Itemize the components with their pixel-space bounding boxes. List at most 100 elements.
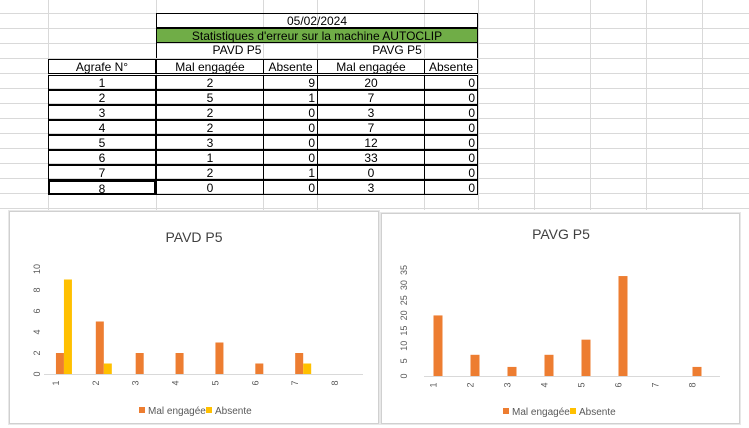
grid-column-line bbox=[478, 0, 479, 210]
legend-swatch bbox=[206, 407, 212, 413]
x-tick-label: 2 bbox=[466, 382, 476, 387]
bar-mal-engagee bbox=[135, 353, 144, 374]
pavg-absente-cell[interactable]: 0 bbox=[424, 150, 478, 165]
x-tick-label: 8 bbox=[330, 380, 340, 385]
agrafe-number-cell[interactable]: 3 bbox=[48, 105, 156, 120]
pavd-absente-cell[interactable]: 0 bbox=[263, 150, 318, 165]
pavg-absente-cell[interactable]: 0 bbox=[424, 90, 478, 105]
grid-column-line bbox=[590, 0, 591, 210]
bar-mal-engagee bbox=[507, 366, 517, 376]
pavg-mal-cell[interactable]: 7 bbox=[317, 90, 425, 105]
column-header-agrafe[interactable]: Agrafe N° bbox=[48, 59, 156, 74]
bar-mal-engagee bbox=[95, 321, 104, 374]
y-tick-label: 10 bbox=[32, 264, 42, 274]
y-tick-label: 0 bbox=[32, 371, 42, 376]
column-header-pavd-absente[interactable]: Absente bbox=[263, 59, 318, 74]
legend-swatch bbox=[503, 408, 509, 414]
group-header-pavg[interactable]: PAVG P5 bbox=[317, 43, 478, 58]
pavg-absente-cell[interactable]: 0 bbox=[424, 105, 478, 120]
date-cell[interactable]: 05/02/2024 bbox=[156, 13, 478, 28]
pavd-absente-cell[interactable]: 0 bbox=[263, 120, 318, 135]
x-tick-label: 5 bbox=[210, 380, 220, 385]
bar-absente bbox=[63, 279, 72, 374]
legend-label: Mal engagée bbox=[148, 406, 206, 417]
agrafe-number-cell[interactable]: 2 bbox=[48, 90, 156, 105]
pavd-mal-cell[interactable]: 2 bbox=[156, 120, 264, 135]
y-tick-label: 20 bbox=[399, 310, 409, 320]
y-tick-label: 4 bbox=[32, 329, 42, 334]
grid-row-line bbox=[0, 133, 749, 134]
pavd-mal-cell[interactable]: 3 bbox=[156, 135, 264, 150]
pavd-mal-cell[interactable]: 2 bbox=[156, 75, 264, 90]
chart-pavg[interactable]: PAVG P5 0 5 10 15 20 25 30 35 1 2 3 4 5 6 7 8 Mal engagée… bbox=[381, 213, 740, 424]
pavd-absente-cell[interactable]: 9 bbox=[263, 75, 318, 90]
pavg-absente-cell[interactable]: 0 bbox=[424, 135, 478, 150]
pavg-absente-cell[interactable]: 0 bbox=[424, 165, 478, 180]
x-tick-label: 1 bbox=[429, 382, 439, 387]
x-tick-label: 1 bbox=[51, 380, 61, 385]
pavd-mal-cell[interactable]: 2 bbox=[156, 105, 264, 120]
y-tick-label: 0 bbox=[399, 373, 409, 378]
bar-mal-engagee bbox=[692, 366, 702, 376]
group-header-pavd[interactable]: PAVD P5 bbox=[156, 43, 317, 58]
pavg-mal-cell[interactable]: 3 bbox=[317, 105, 425, 120]
legend-swatch bbox=[139, 407, 145, 413]
pavd-absente-cell[interactable]: 1 bbox=[263, 165, 318, 180]
agrafe-number-cell[interactable]: 8 bbox=[48, 180, 156, 195]
grid-column-line bbox=[646, 0, 647, 210]
y-tick-label: 10 bbox=[399, 341, 409, 351]
pavd-absente-cell[interactable]: 1 bbox=[263, 90, 318, 105]
grid-column-line bbox=[702, 0, 703, 210]
x-tick-label: 7 bbox=[290, 380, 300, 385]
pavg-absente-cell[interactable]: 0 bbox=[424, 120, 478, 135]
legend-label: Absente bbox=[579, 407, 616, 418]
grid-row-line bbox=[0, 43, 749, 44]
bar-mal-engagee bbox=[581, 339, 591, 376]
pavd-mal-cell[interactable]: 2 bbox=[156, 165, 264, 180]
pavg-absente-cell[interactable]: 0 bbox=[424, 180, 478, 195]
pavg-mal-cell[interactable]: 0 bbox=[317, 165, 425, 180]
pavd-mal-cell[interactable]: 5 bbox=[156, 90, 264, 105]
column-header-pavd-mal[interactable]: Mal engagée bbox=[156, 59, 264, 74]
pavd-absente-cell[interactable]: 0 bbox=[263, 135, 318, 150]
column-header-pavg-absente[interactable]: Absente bbox=[424, 59, 478, 74]
pavd-mal-cell[interactable]: 0 bbox=[156, 180, 264, 195]
pavg-mal-cell[interactable]: 12 bbox=[317, 135, 425, 150]
pavg-mal-cell[interactable]: 20 bbox=[317, 75, 425, 90]
bar-mal-engagee bbox=[55, 353, 64, 374]
bar-absente bbox=[303, 363, 312, 374]
pavg-mal-cell[interactable]: 33 bbox=[317, 150, 425, 165]
pavd-absente-cell[interactable]: 0 bbox=[263, 180, 318, 195]
agrafe-number-cell[interactable]: 5 bbox=[48, 135, 156, 150]
x-tick-label: 3 bbox=[503, 382, 513, 387]
bar-mal-engagee bbox=[255, 363, 264, 374]
agrafe-number-cell[interactable]: 1 bbox=[48, 75, 156, 90]
bar-mal-engagee bbox=[215, 342, 224, 374]
x-tick-label: 6 bbox=[614, 382, 624, 387]
pavg-mal-cell[interactable]: 7 bbox=[317, 120, 425, 135]
x-tick-label: 8 bbox=[688, 382, 698, 387]
chart-title: PAVD P5 bbox=[165, 229, 222, 245]
chart-pavd[interactable]: PAVD P5 0 2 4 6 8 10 1 2 3 4 5 6 7 8 Mal engagée Absente bbox=[9, 211, 379, 424]
chart-pavg-svg: PAVG P5 0 5 10 15 20 25 30 35 1 2 3 4 5 6 7 8 Mal engagée… bbox=[399, 226, 720, 418]
column-header-pavg-mal[interactable]: Mal engagée bbox=[317, 59, 425, 74]
bar-mal-engagee bbox=[470, 354, 480, 376]
y-tick-label: 15 bbox=[399, 326, 409, 336]
y-tick-label: 2 bbox=[32, 350, 42, 355]
agrafe-number-cell[interactable]: 6 bbox=[48, 150, 156, 165]
pavd-mal-cell[interactable]: 1 bbox=[156, 150, 264, 165]
pavg-mal-cell[interactable]: 3 bbox=[317, 180, 425, 195]
agrafe-number-cell[interactable]: 4 bbox=[48, 120, 156, 135]
bar-mal-engagee bbox=[618, 276, 628, 376]
pavd-absente-cell[interactable]: 0 bbox=[263, 105, 318, 120]
agrafe-number-cell[interactable]: 7 bbox=[48, 165, 156, 180]
x-tick-label: 5 bbox=[577, 382, 587, 387]
legend-label: Mal engagée bbox=[512, 407, 570, 418]
chart-title: PAVG P5 bbox=[532, 226, 590, 242]
grid-row-line bbox=[0, 103, 749, 104]
x-tick-label: 4 bbox=[171, 380, 181, 385]
x-tick-label: 4 bbox=[540, 382, 550, 387]
y-tick-label: 5 bbox=[399, 358, 409, 363]
pavg-absente-cell[interactable]: 0 bbox=[424, 75, 478, 90]
table-title-cell[interactable]: Statistiques d'erreur sur la machine AUT… bbox=[156, 28, 478, 43]
